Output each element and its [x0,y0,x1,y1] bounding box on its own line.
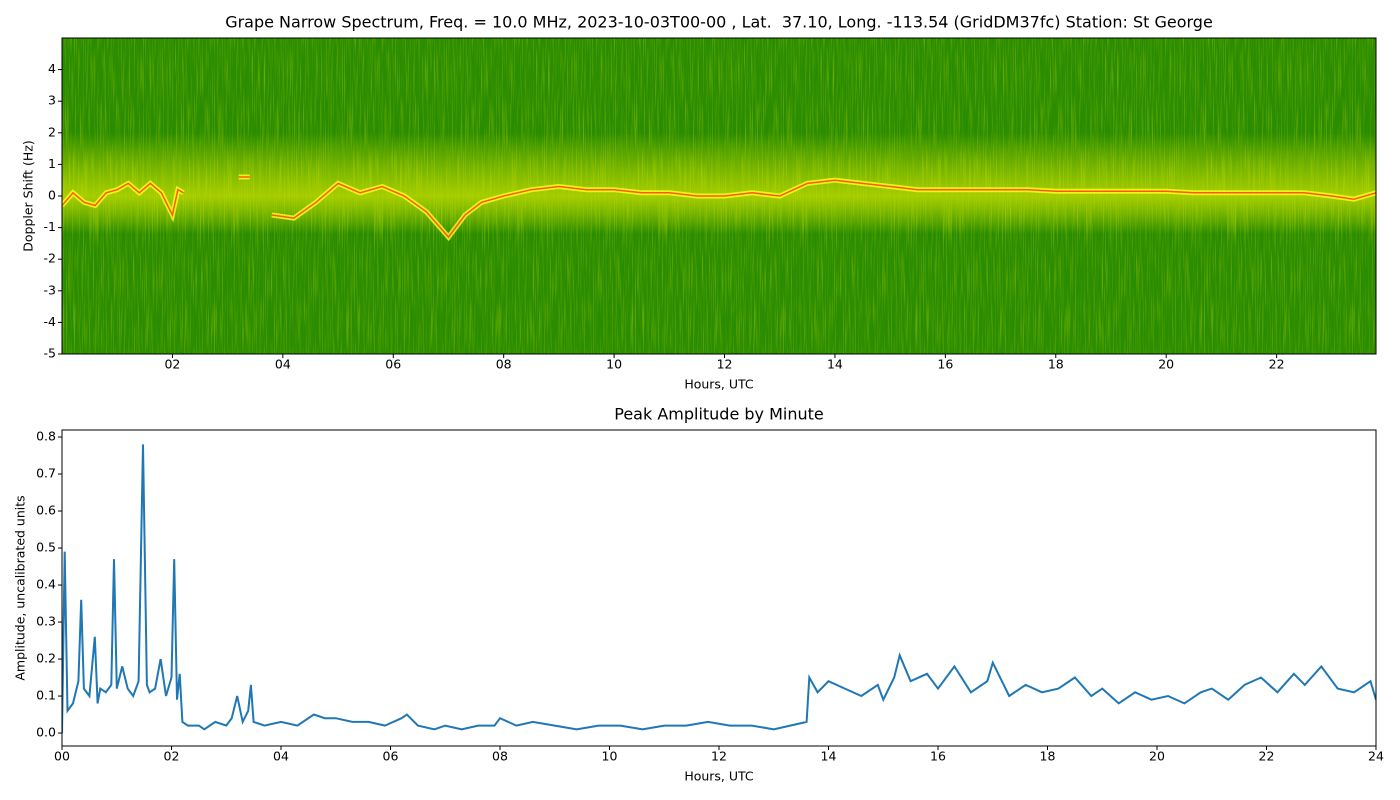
x-tick-label: 12 [711,749,727,764]
chart-title: Grape Narrow Spectrum, Freq. = 10.0 MHz,… [225,13,1213,32]
y-axis-label: Doppler Shift (Hz) [21,140,36,252]
y-axis-label: Amplitude, uncalibrated units [13,495,28,680]
x-tick-label: 12 [717,357,733,372]
x-tick-label: 20 [1149,749,1165,764]
y-tick-label: 0 [48,188,56,203]
y-tick-label: 0.4 [36,577,56,592]
x-tick-label: 16 [930,749,946,764]
y-tick-label: 0.8 [36,429,56,444]
y-tick-label: 0.5 [36,540,56,555]
x-tick-label: 18 [1040,749,1056,764]
x-tick-label: 16 [937,357,953,372]
y-tick-label: -3 [44,282,56,297]
x-tick-label: 18 [1048,357,1064,372]
y-tick-label: -1 [44,219,56,234]
y-tick-label: -2 [44,251,56,266]
x-tick-label: 24 [1368,749,1384,764]
x-tick-label: 06 [383,749,399,764]
y-tick-label: 2 [48,124,56,139]
y-tick-label: 0.3 [36,614,56,629]
x-tick-label: 04 [275,357,291,372]
x-axis-label: Hours, UTC [684,769,754,784]
x-tick-label: 14 [827,357,843,372]
y-tick-label: 4 [48,61,56,76]
y-tick-label: 0.6 [36,503,56,518]
x-tick-label: 14 [821,749,837,764]
amplitude-line [62,444,1376,734]
x-tick-label: 10 [602,749,618,764]
y-tick-label: 1 [48,156,56,171]
axes-frame [61,429,1377,747]
plot-area [62,38,1376,354]
x-tick-label: 20 [1158,357,1174,372]
x-tick-label: 02 [164,357,180,372]
x-tick-label: 22 [1259,749,1275,764]
x-tick-label: 08 [496,357,512,372]
y-tick-label: 0.7 [36,466,56,481]
y-tick-label: 0.0 [36,725,56,740]
y-tick-label: 0.1 [36,688,56,703]
x-tick-label: 04 [273,749,289,764]
x-tick-label: 22 [1269,357,1285,372]
y-tick-label: 0.2 [36,651,56,666]
x-tick-label: 02 [164,749,180,764]
x-tick-label: 00 [54,749,70,764]
chart-title: Peak Amplitude by Minute [614,405,824,424]
y-tick-label: -5 [44,346,56,361]
x-axis-label: Hours, UTC [684,377,754,392]
doppler-trace [62,176,1376,239]
y-tick-label: 3 [48,93,56,108]
x-tick-label: 06 [385,357,401,372]
x-tick-label: 08 [492,749,508,764]
x-tick-label: 10 [606,357,622,372]
plot-area [62,444,1376,734]
y-tick-label: -4 [44,314,57,329]
